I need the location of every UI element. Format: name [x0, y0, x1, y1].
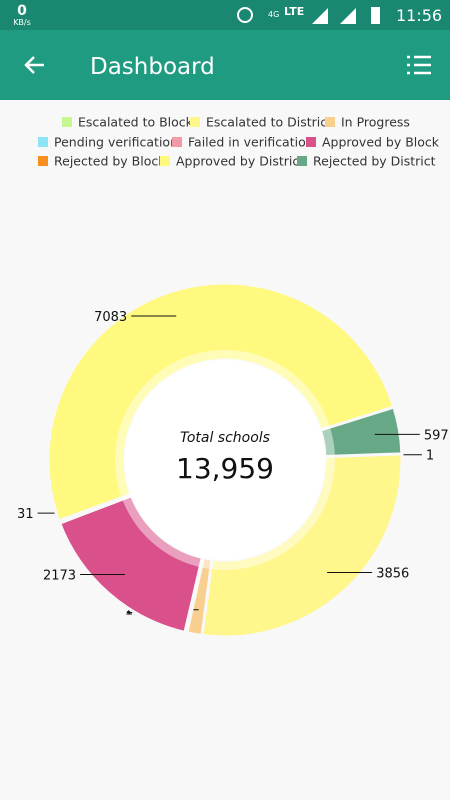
battery-icon [371, 7, 380, 24]
legend-swatch [160, 156, 170, 166]
center-title: Total schools [180, 430, 270, 446]
legend-label: Rejected by District [313, 154, 436, 169]
value-label: 597 [424, 428, 449, 443]
legend-label: Rejected by Block [54, 154, 166, 169]
app-bar [0, 30, 450, 100]
legend-swatch [38, 137, 48, 147]
signal-icon [312, 8, 328, 24]
net-speed: 0 [17, 3, 27, 19]
legend-label: Failed in verification [188, 135, 314, 150]
alarm-icon [237, 7, 253, 23]
donut-hole [125, 360, 325, 560]
value-label: 7083 [94, 310, 127, 325]
lte: LTE [284, 5, 304, 18]
legend-label: Escalated to Block [78, 115, 194, 130]
value-label: 31 [17, 507, 34, 522]
network-type: 4G [268, 10, 279, 19]
legend-swatch [38, 156, 48, 166]
legend-label: Escalated to District [206, 115, 332, 130]
legend-label: Approved by Block [322, 135, 440, 150]
legend-label: Pending verification [54, 135, 178, 150]
legend-swatch [190, 117, 200, 127]
legend-label: In Progress [341, 115, 410, 130]
legend-label: Approved by District [176, 154, 304, 169]
value-label: 2173 [43, 569, 76, 584]
center-value: 13,959 [176, 452, 274, 485]
legend: Escalated to Block Escalated to District I… [38, 115, 440, 169]
value-label: 3856 [376, 567, 409, 582]
net-unit: KB/s [13, 18, 31, 27]
legend-swatch [325, 117, 335, 127]
legend-swatch [297, 156, 307, 166]
status-bar [0, 0, 450, 30]
value-label: 1 [426, 449, 434, 464]
legend-swatch [306, 137, 316, 147]
legend-swatch [62, 117, 72, 127]
legend-swatch [172, 137, 182, 147]
clock: 11:56 [396, 6, 442, 25]
signal-icon [340, 8, 356, 24]
app-title: Dashboard [90, 54, 215, 80]
back-button[interactable] [24, 56, 44, 74]
menu-button[interactable] [407, 55, 431, 75]
